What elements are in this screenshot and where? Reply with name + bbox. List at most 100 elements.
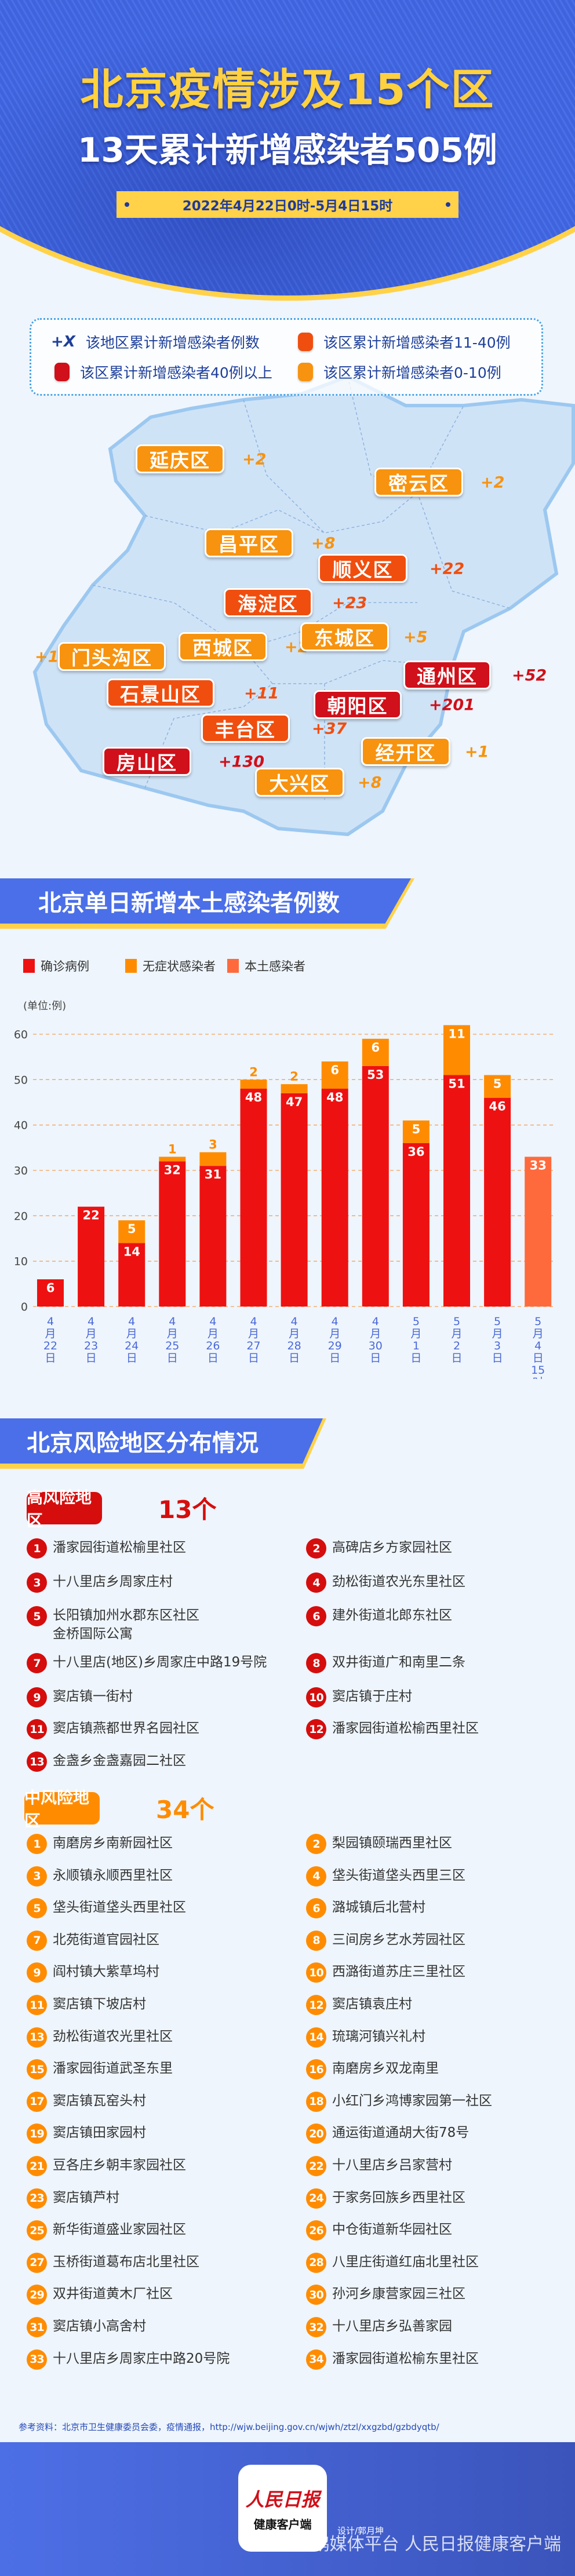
district-count-4: +23 <box>332 594 367 612</box>
number-badge: 12 <box>306 1995 326 2015</box>
number-badge: 34 <box>306 2349 326 2370</box>
district-count-13: +1 <box>465 743 489 761</box>
mid_risk-item: 29 双井街道黄木厂社区 <box>27 2285 173 2305</box>
swatch-low <box>298 363 313 381</box>
high_risk-name: 长阳镇加州水郡东区社区 金桥国际公寓 <box>53 1608 199 1641</box>
legend-count: +X 该地区累计新增感染者例数 <box>51 331 260 352</box>
high_risk-item: 1 潘家园街道松榆里社区 <box>27 1538 186 1559</box>
mid_risk-name: 潘家园街道松榆东里社区 <box>332 2351 479 2366</box>
dot-icon <box>446 202 450 207</box>
bar-0 <box>159 1161 186 1307</box>
data-label: 47 <box>286 1095 303 1109</box>
bar-1 <box>402 1120 430 1143</box>
district-label-10: 朝阳区 <box>314 690 402 719</box>
mid_risk-item: 1 南磨房乡南新园社区 <box>27 1834 173 1854</box>
mid_risk-item: 20 通运街道通胡大街78号 <box>306 2123 469 2144</box>
watermark: 企鹅媒体平台 人民日报健康客户端 <box>294 2534 561 2555</box>
number-badge: 2 <box>306 1538 326 1559</box>
chart-legend-item: 本土感染者 <box>227 957 305 975</box>
high_risk-name: 窦店镇燕都世界名园社区 <box>53 1721 199 1736</box>
number-badge: 33 <box>27 2349 47 2370</box>
number-badge: 30 <box>306 2285 326 2305</box>
legend-swatch <box>227 959 239 973</box>
high_risk-item: 7 十八里店(地区)乡周家庄中路19号院 <box>27 1653 267 1673</box>
data-label: 46 <box>489 1100 505 1114</box>
number-badge: 11 <box>27 1719 47 1739</box>
district-label-5: 西城区 <box>179 632 267 661</box>
mid_risk-item: 25 新华街道盛业家园社区 <box>27 2220 186 2241</box>
legend-low-text: 该区累计新增感染者0-10例 <box>323 364 501 381</box>
high_risk-item: 5 长阳镇加州水郡东区社区 金桥国际公寓 <box>27 1606 199 1643</box>
legend-label: 确诊病例 <box>41 959 89 973</box>
mid_risk-name: 双井街道黄木厂社区 <box>53 2286 173 2302</box>
high_risk-item: 4 劲松街道农光东里社区 <box>306 1572 465 1593</box>
mid_risk-name: 垡头街道垡头西里社区 <box>53 1900 186 1915</box>
number-badge: 31 <box>27 2317 47 2337</box>
data-label: 6 <box>371 1041 380 1055</box>
x-tick-label: 4 月 28 日 <box>288 1315 301 1364</box>
bar-0 <box>118 1243 145 1307</box>
data-label: 6 <box>330 1063 339 1077</box>
high_risk-name: 潘家园街道松榆里社区 <box>53 1540 186 1555</box>
number-badge: 9 <box>27 1687 47 1707</box>
district-label-4: 海淀区 <box>224 588 312 617</box>
map-legend: +X 该地区累计新增感染者例数 该区累计新增感染者40例以上 该区累计新增感染者1… <box>30 318 543 396</box>
mid_risk-item: 11 窦店镇下坡店村 <box>27 1995 146 2015</box>
district-count-10: +201 <box>429 696 475 714</box>
number-badge: 4 <box>306 1572 326 1593</box>
bar-2 <box>525 1156 552 1307</box>
data-label: 2 <box>249 1065 258 1079</box>
number-badge: 8 <box>306 1653 326 1673</box>
mid_risk-item: 14 琉璃河镇兴礼村 <box>306 2027 425 2048</box>
number-badge: 19 <box>27 2123 47 2144</box>
bar-1 <box>159 1156 186 1162</box>
bar-0 <box>402 1143 430 1307</box>
number-badge: 13 <box>27 2027 47 2048</box>
data-label: 6 <box>46 1281 55 1295</box>
y-tick-label: 30 <box>14 1165 28 1177</box>
district-count-0: +2 <box>242 450 267 469</box>
mid_risk-name: 琉璃河镇兴礼村 <box>332 2028 425 2044</box>
bar-1 <box>443 1025 470 1075</box>
mid_risk-item: 9 阎村镇大紫草坞村 <box>27 1962 159 1983</box>
number-badge: 15 <box>27 2059 47 2080</box>
reference-note: 参考资料：北京市卫生健康委员会委，疫情通报，http://wjw.beijing… <box>19 2422 439 2432</box>
number-badge: 3 <box>27 1866 47 1887</box>
district-count-11: +37 <box>312 720 347 738</box>
data-label: 5 <box>128 1222 136 1236</box>
mid_risk-item: 24 于家务回族乡西里社区 <box>306 2188 465 2209</box>
district-label-12: 房山区 <box>103 747 191 776</box>
x-tick-label: 4 月 22 日 <box>43 1315 57 1364</box>
mid_risk-name: 潘家园街道武圣东里 <box>53 2061 173 2077</box>
mid_risk-item: 17 窦店镇瓦窑头村 <box>27 2091 146 2112</box>
data-label: 48 <box>326 1090 343 1104</box>
number-badge: 22 <box>306 2156 326 2176</box>
number-badge: 7 <box>27 1653 47 1673</box>
mid_risk-item: 28 八里庄街道红庙北里社区 <box>306 2252 479 2273</box>
mid_risk-name: 于家务回族乡西里社区 <box>332 2190 465 2205</box>
high_risk-name: 建外街道北郎东社区 <box>332 1608 452 1623</box>
number-badge: 3 <box>27 1572 47 1593</box>
mid_risk-name: 新华街道盛业家园社区 <box>53 2222 186 2238</box>
mid_risk-item: 33 十八里店乡周家庄中路20号院 <box>27 2349 230 2370</box>
mid_risk-name: 三间房乡艺水芳园社区 <box>332 1932 465 1947</box>
bar-0 <box>37 1279 64 1307</box>
data-label: 31 <box>205 1167 221 1181</box>
x-tick-label: 5月4日15时 <box>531 1315 545 1379</box>
number-badge: 14 <box>306 2027 326 2048</box>
number-badge: 23 <box>27 2188 47 2209</box>
district-count-12: +130 <box>219 753 264 771</box>
data-label: 11 <box>448 1027 465 1041</box>
data-label: 3 <box>209 1138 217 1152</box>
mid_risk-name: 垡头街道垡头西里三区 <box>332 1867 465 1883</box>
district-label-13: 经开区 <box>361 737 450 766</box>
legend-high: 该区累计新增感染者40例以上 <box>54 362 272 382</box>
data-label: 36 <box>407 1145 424 1159</box>
mid_risk-item: 34 潘家园街道松榆东里社区 <box>306 2349 479 2370</box>
data-label: 32 <box>164 1163 181 1177</box>
risk-section-title: 北京风险地区分布情况 <box>0 1418 323 1469</box>
number-badge: 20 <box>306 2123 326 2144</box>
mid_risk-name: 潞城镇后北营村 <box>332 1900 425 1915</box>
